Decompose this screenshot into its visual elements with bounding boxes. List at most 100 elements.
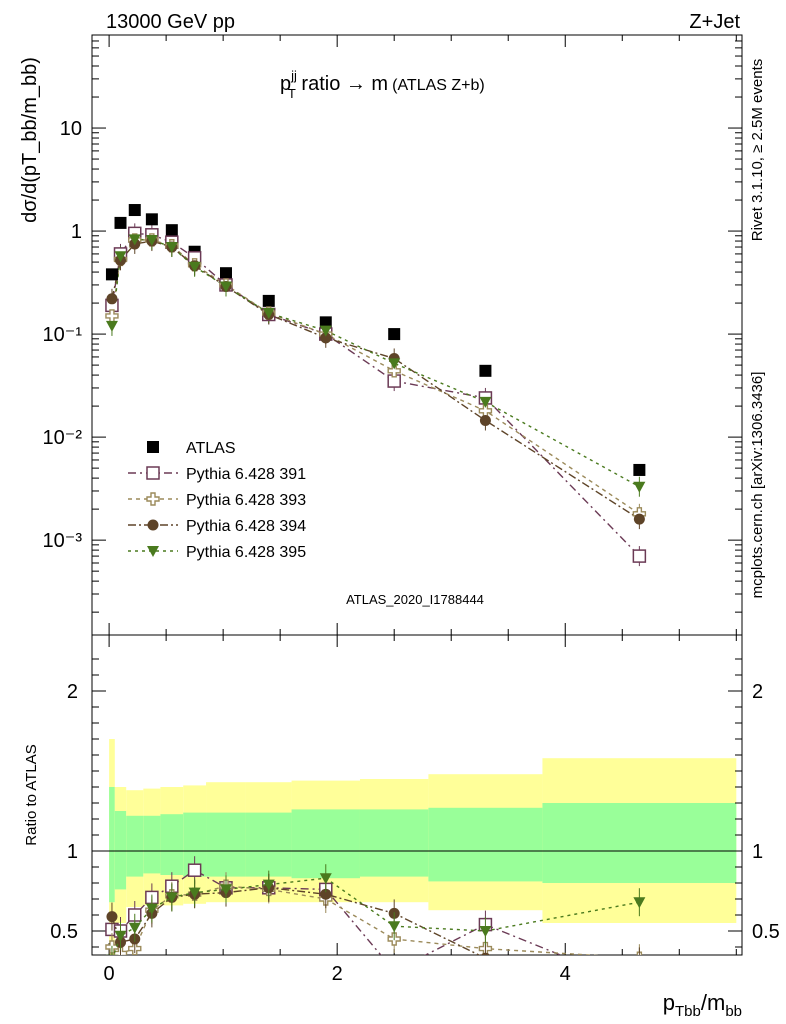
- legend-label-pythia-6-428-394: Pythia 6.428 394: [186, 518, 306, 535]
- data-point-pythia-6-428-395: [219, 281, 232, 293]
- green-band: [143, 815, 161, 874]
- header-right: Z+Jet: [689, 11, 740, 33]
- data-point-pythia-6-428-395: [319, 325, 332, 337]
- green-band: [126, 815, 144, 877]
- ratio-point-pythia-6-428-395: [479, 926, 492, 937]
- data-point-pythia-6-428-395: [165, 242, 178, 254]
- green-band: [245, 812, 292, 877]
- top-series-lines: [111, 223, 640, 567]
- legend-marker-pythia-6-428-391: [146, 466, 160, 480]
- ratio-point-pythia-6-428-395: [114, 930, 127, 942]
- data-point-atlas: [105, 268, 118, 281]
- data-point-pythia-6-428-395: [145, 234, 158, 246]
- legend-label-pythia-6-428-393: Pythia 6.428 393: [186, 492, 306, 509]
- x-label-sub2: bb: [725, 1003, 742, 1020]
- ratio-axis-label: Ratio to ATLAS: [23, 744, 40, 845]
- series-line-pythia-6-428-393: [111, 239, 640, 515]
- axis-ticks: 0 2 4 10⁻³ 10⁻² 10⁻¹ 1 10 0.5 0.5 1 1 2 2: [43, 34, 780, 985]
- green-band: [109, 787, 115, 903]
- green-band: [359, 809, 429, 877]
- ratio-y-tick-label-right: 0.5: [752, 921, 780, 943]
- data-point-pythia-6-428-395: [633, 481, 646, 493]
- ratio-point-pythia-6-428-395: [262, 879, 275, 891]
- x-label-slash: /m: [701, 990, 725, 1015]
- ratio-point-pythia-6-428-394: [106, 911, 118, 923]
- ratio-y-tick-label: 2: [67, 681, 78, 703]
- x-tick-label: 4: [560, 963, 571, 985]
- ratio-y-tick-label: 0.5: [50, 921, 78, 943]
- ratio-point-pythia-6-428-395: [188, 887, 201, 899]
- data-point-atlas: [114, 216, 127, 229]
- data-point-atlas: [219, 267, 232, 280]
- data-point-pythia-6-428-394: [320, 332, 332, 344]
- header-left: 13000 GeV pp: [106, 11, 235, 33]
- data-point-pythia-6-428-394: [479, 414, 491, 426]
- data-point-pythia-6-428-391: [632, 549, 647, 563]
- ratio-y-tick-label-right: 1: [752, 841, 763, 863]
- ratio-point-pythia-6-428-395: [388, 921, 401, 933]
- ratio-y-tick-label: 1: [67, 841, 78, 863]
- ratio-line-pythia-6-428-395: [112, 877, 640, 955]
- data-point-pythia-6-428-395: [114, 251, 127, 263]
- rivet-label: Rivet 3.1.10, ≥ 2.5M events: [749, 59, 766, 242]
- data-point-pythia-6-428-393: [387, 364, 401, 378]
- ratio-point-pythia-6-428-395: [105, 954, 118, 955]
- data-point-pythia-6-428-395: [262, 308, 275, 320]
- ratio-point-pythia-6-428-394: [480, 952, 490, 955]
- ratio-line-pythia-6-428-393: [111, 885, 600, 955]
- x-tick-label: 2: [332, 963, 343, 985]
- data-point-atlas: [388, 328, 401, 341]
- plot-title-sub: T: [288, 86, 296, 101]
- y-tick-label: 10⁻³: [43, 530, 83, 552]
- analysis-id: ATLAS_2020_I1788444: [346, 592, 484, 607]
- x-tick-label: 0: [104, 963, 115, 985]
- series-line-pythia-6-428-395: [111, 238, 640, 488]
- y-tick-label: 10: [60, 118, 82, 140]
- x-label-p: p: [663, 990, 675, 1015]
- ratio-point-pythia-6-428-391: [187, 863, 202, 877]
- legend: ATLAS Pythia 6.428 391 Pythia 6.428 393 Pyt…: [128, 440, 306, 561]
- legend-marker-pythia-6-428-393: [146, 492, 160, 506]
- legend-marker-atlas: [147, 441, 159, 453]
- plot-title-rest: ratio → m: [296, 73, 388, 95]
- legend-marker-pythia-6-428-395: [147, 546, 159, 557]
- plot-title-sup: jj: [290, 68, 297, 83]
- ratio-point-pythia-6-428-391: [633, 981, 645, 993]
- data-point-pythia-6-428-394: [633, 513, 645, 525]
- ratio-point-pythia-6-428-395: [219, 884, 232, 896]
- x-axis-label: pTbb/mbb: [663, 990, 742, 1020]
- top-series-markers: [105, 204, 647, 563]
- y-axis-label: dσ/d(pT_bb/m_bb): [19, 57, 41, 223]
- data-point-atlas: [319, 316, 332, 329]
- data-point-pythia-6-428-395: [105, 320, 118, 332]
- green-band: [160, 814, 184, 875]
- y-tick-label: 10⁻¹: [43, 324, 83, 346]
- data-point-atlas: [145, 213, 158, 226]
- legend-label-atlas: ATLAS: [186, 440, 236, 457]
- y-tick-label: 1: [71, 221, 82, 243]
- data-point-pythia-6-428-395: [388, 358, 401, 370]
- ratio-series: [105, 856, 646, 993]
- legend-marker-pythia-6-428-394: [147, 519, 159, 531]
- y-tick-label: 10⁻²: [43, 427, 83, 449]
- green-band: [183, 812, 207, 877]
- green-band: [114, 811, 127, 890]
- legend-label-pythia-6-428-391: Pythia 6.428 391: [186, 466, 306, 483]
- ratio-point-pythia-6-428-394: [634, 956, 645, 967]
- plot-title-small: (ATLAS Z+b): [392, 77, 485, 94]
- data-point-atlas: [479, 364, 492, 377]
- plot-title: pjj T ratio → m (ATLAS Z+b): [280, 68, 485, 101]
- ratio-bands: [92, 739, 742, 955]
- series-line-pythia-6-428-394: [111, 240, 640, 520]
- green-band: [428, 807, 543, 882]
- mcplots-label: mcplots.cern.ch [arXiv:1306.3436]: [749, 372, 766, 599]
- data-point-pythia-6-428-395: [479, 396, 492, 408]
- ratio-point-pythia-6-428-394: [320, 888, 332, 900]
- ratio-point-pythia-6-428-395: [165, 892, 178, 904]
- ratio-point-pythia-6-428-395: [128, 922, 141, 934]
- ratio-point-pythia-6-428-395: [145, 903, 158, 915]
- ratio-point-pythia-6-428-395: [633, 897, 646, 909]
- green-band: [206, 812, 246, 877]
- data-point-atlas: [262, 294, 275, 307]
